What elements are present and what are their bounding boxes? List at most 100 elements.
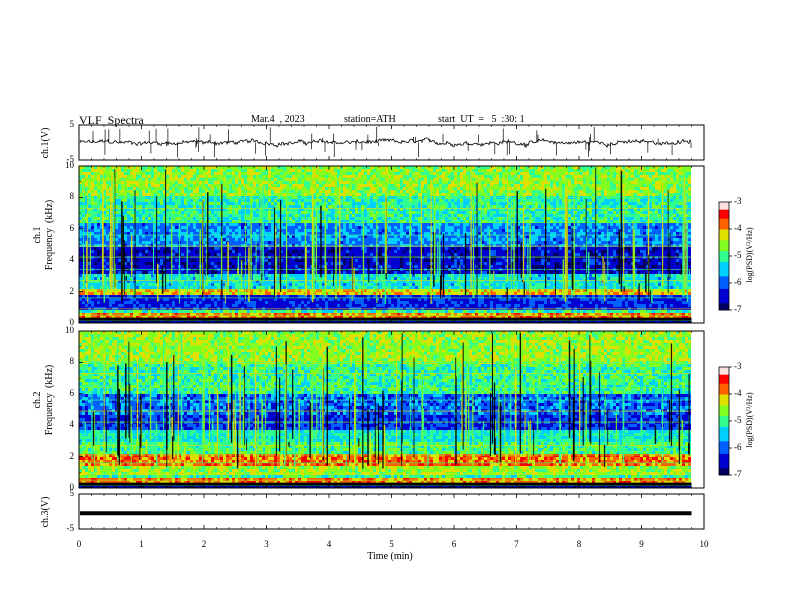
ch1-spec-cell: [502, 172, 505, 175]
ch1-spec-cell: [640, 184, 643, 187]
ch1-spec-cell: [409, 187, 412, 190]
ch1-spec-cell: [151, 187, 154, 190]
ch1-spec-cell: [355, 172, 358, 175]
ch1-spec-cell: [157, 202, 160, 205]
ch1-spec-cell: [265, 190, 268, 193]
ch1-spec-cell: [313, 202, 316, 205]
ch1-spec-cell: [508, 175, 511, 178]
ch1-spec-cell: [340, 178, 343, 181]
ch1-spec-cell: [322, 172, 325, 175]
ch1-spec-cell: [271, 175, 274, 178]
ch1-spec-cell: [538, 202, 541, 205]
ch1-spec-cell: [403, 181, 406, 184]
ch1-spec-cell: [94, 178, 97, 181]
ch1-spec-cell: [94, 169, 97, 172]
ch1-spec-cell: [652, 172, 655, 175]
ch1-spec-cell: [631, 187, 634, 190]
ch1-spec-cell: [256, 202, 259, 205]
ch1-spec-cell: [235, 187, 238, 190]
ch1-spec-cell: [148, 202, 151, 205]
ch1-spec-cell: [448, 178, 451, 181]
ch1-spec-cell: [634, 169, 637, 172]
ch1-spec-cell: [673, 181, 676, 184]
ch1-spec-cell: [580, 184, 583, 187]
ch1-spec-cell: [454, 205, 457, 208]
ch1-spec-cell: [106, 193, 109, 196]
ch1-spec-cell: [352, 181, 355, 184]
ch1-spec-cell: [118, 184, 121, 187]
ch1-spec-cell: [136, 172, 139, 175]
ch1-spec-cell: [229, 190, 232, 193]
ch1-spec-cell: [412, 172, 415, 175]
ch1-spec-cell: [217, 205, 220, 208]
ch1-spec-cell: [223, 169, 226, 172]
ch1-spec-cell: [289, 187, 292, 190]
ch1-spec-cell: [241, 175, 244, 178]
ch1-spec-cell: [544, 178, 547, 181]
ch1-spec-cell: [403, 193, 406, 196]
ch1-spec-cell: [511, 193, 514, 196]
ch1-spec-cell: [667, 175, 670, 178]
ch1-spec-cell: [484, 190, 487, 193]
ch1-spec-cell: [520, 199, 523, 202]
ch1-spec-cell: [397, 175, 400, 178]
ch1-spec-cell: [676, 178, 679, 181]
ch1-spec-cell: [367, 205, 370, 208]
ch1-spec-cell: [508, 205, 511, 208]
ch1-spec-cell: [556, 205, 559, 208]
ch1-spec-cell: [577, 199, 580, 202]
ch1-spec-cell: [391, 187, 394, 190]
ch1-spec-cell: [283, 205, 286, 208]
ch1-spec-cell: [616, 202, 619, 205]
ch1-spec-cell: [655, 205, 658, 208]
ch1-spec-cell: [346, 190, 349, 193]
ch1-spec-cell: [181, 172, 184, 175]
ch1-spec-cell: [583, 181, 586, 184]
ch1-spec-cell: [388, 169, 391, 172]
ch1-spec-cell: [232, 202, 235, 205]
ch1-spec-cell: [358, 175, 361, 178]
ch1-spec-cell: [580, 199, 583, 202]
ch1-spec-cell: [406, 181, 409, 184]
ch1-spec-cell: [529, 172, 532, 175]
ch1-spec-cell: [373, 190, 376, 193]
ch1-spec-cell: [445, 178, 448, 181]
ch1-spec-cell: [607, 199, 610, 202]
ch1-spec-cell: [436, 184, 439, 187]
ch1-spec-cell: [526, 193, 529, 196]
ch1-spec-cell: [157, 187, 160, 190]
ch1-spec-cell: [229, 169, 232, 172]
ch1-spec-cell: [307, 205, 310, 208]
ch1-spec-cell: [382, 181, 385, 184]
ch1-spec-cell: [607, 193, 610, 196]
ch1-spec-cell: [652, 199, 655, 202]
ch1-spec-cell: [208, 172, 211, 175]
ch1-spec-cell: [235, 193, 238, 196]
ch1-spec-cell: [349, 175, 352, 178]
ch1-spec-cell: [502, 199, 505, 202]
ch1-spec-cell: [562, 193, 565, 196]
ch1-spec-cell: [193, 205, 196, 208]
ch1-spec-cell: [439, 184, 442, 187]
ch1-spec-cell: [124, 172, 127, 175]
ch1-spec-cell: [355, 181, 358, 184]
ch1-spec-cell: [490, 181, 493, 184]
ch1-spec-cell: [181, 178, 184, 181]
ch1-spec-cell: [307, 184, 310, 187]
ch1-spec-cell: [100, 172, 103, 175]
ch1-spec-cell: [568, 190, 571, 193]
ch1-spec-cell: [364, 184, 367, 187]
ch1-spec-cell: [292, 178, 295, 181]
ch1-spec-cell: [214, 181, 217, 184]
ch1-spec-cell: [451, 193, 454, 196]
ch1-spec-cell: [286, 169, 289, 172]
ch1-spec-cell: [268, 172, 271, 175]
ch1-spec-cell: [259, 181, 262, 184]
ch1-spec-cell: [286, 184, 289, 187]
ch1-spec-cell: [655, 175, 658, 178]
ch1-spec-cell: [88, 175, 91, 178]
ch1-spec-cell: [265, 172, 268, 175]
ch1-spec-cell: [247, 178, 250, 181]
ch1-spec-cell: [157, 193, 160, 196]
ch1-spec-cell: [352, 205, 355, 208]
